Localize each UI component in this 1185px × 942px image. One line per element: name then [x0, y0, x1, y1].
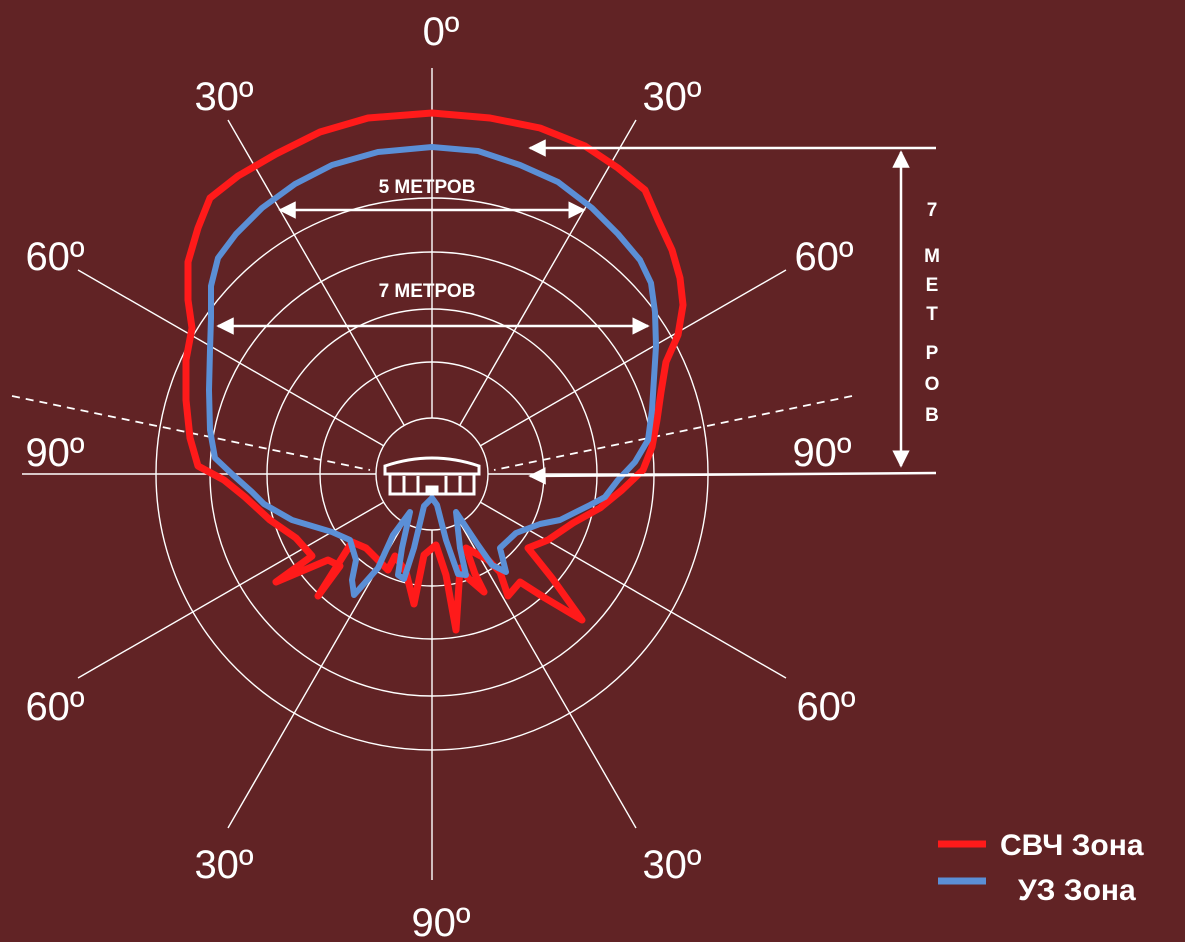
radial-line-30-left	[227, 119, 405, 426]
radial-line-60-left	[77, 269, 385, 447]
bottom-pointer-arrow	[528, 467, 937, 485]
height-letter: Т	[926, 304, 938, 325]
legend-label-microwave: СВЧ Зона	[1000, 829, 1144, 862]
ultrasonic-zone	[206, 144, 659, 598]
angle-label-lower-left: 30º	[194, 843, 253, 887]
angle-label-upper-left: 30º	[194, 75, 253, 119]
angle-label-lower-right: 30º	[642, 843, 701, 887]
height-marker	[528, 139, 937, 485]
angle-label-side-right: 90º	[792, 431, 851, 475]
width-5m-label: 5 МЕТРОВ	[379, 177, 476, 198]
angle-label-lower-mid-left: 60º	[25, 685, 84, 729]
height-letter: 7	[927, 200, 938, 221]
width-7m-marker: 7 МЕТРОВ	[216, 281, 650, 335]
angle-labels: 0º 30º 30º 60º 60º 90º 90º 60º 60º 30º 3…	[25, 10, 855, 942]
microwave-zone	[182, 109, 687, 634]
legend: СВЧ Зона УЗ Зона	[938, 829, 1144, 907]
radial-line-30-right	[459, 119, 637, 426]
height-letter: О	[925, 374, 940, 395]
motion-detector-icon	[383, 456, 481, 496]
height-letter: Р	[926, 343, 939, 364]
height-letter: В	[925, 405, 939, 426]
radial-line-60-right	[479, 269, 787, 447]
radial-line-lower-60-right	[479, 501, 787, 679]
width-7m-label: 7 МЕТРОВ	[379, 281, 476, 302]
angle-label-top: 0º	[423, 10, 460, 54]
legend-label-ultrasonic: УЗ Зона	[1018, 874, 1136, 907]
angle-label-side-left: 90º	[25, 431, 84, 475]
radial-line-lower-60-left	[77, 501, 385, 679]
height-7m-label: 7 М Е Т Р О В	[924, 200, 940, 426]
radial-line-lower-30-right	[459, 522, 637, 829]
angle-label-bottom: 90º	[411, 901, 470, 942]
width-5m-marker: 5 МЕТРОВ	[278, 177, 586, 219]
dashed-line-right	[493, 395, 853, 471]
angle-label-mid-left: 60º	[25, 235, 84, 279]
height-letter: М	[924, 246, 940, 267]
height-letter: Е	[926, 275, 939, 296]
angle-label-upper-right: 30º	[642, 75, 701, 119]
angle-label-lower-mid-right: 60º	[796, 685, 855, 729]
angle-label-mid-right: 60º	[794, 235, 853, 279]
